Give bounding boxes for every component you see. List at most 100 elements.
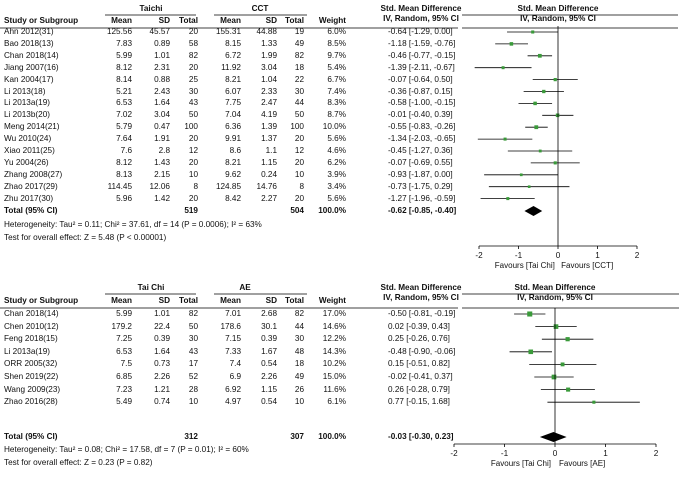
study-marker: [560, 362, 565, 367]
mean-2: 11.92: [221, 62, 241, 72]
sd-2: 1.39: [261, 122, 277, 132]
total-2: 10: [294, 397, 304, 407]
sd-2: 3.04: [261, 62, 277, 72]
group-name: CCT: [251, 4, 269, 13]
total-1: 12: [188, 146, 198, 155]
mean-1: 5.79: [116, 122, 132, 132]
effect-ci: 0.77 [-0.15, 1.68]: [388, 397, 450, 407]
mean-1: 7.64: [116, 134, 132, 144]
sd-1: 1.91: [154, 134, 170, 144]
weight: 6.2%: [327, 157, 346, 167]
mean-1: 6.53: [116, 98, 132, 108]
sd-1: 1.42: [154, 193, 170, 203]
study-name: Wang 2009(23): [4, 384, 61, 394]
effect-subheader: IV, Random, 95% CI: [383, 14, 459, 23]
favours-right-label: Favours [CCT]: [561, 261, 613, 270]
col-header-mean: Mean: [220, 296, 241, 305]
total-1: 10: [188, 397, 198, 407]
effect-ci: -0.45 [-1.27, 0.36]: [388, 146, 453, 155]
total-1: 20: [188, 134, 198, 144]
total-2: 18: [294, 62, 304, 72]
mean-1: 5.21: [116, 86, 132, 96]
effect-ci: -0.64 [-1.29, 0.00]: [388, 27, 453, 36]
col-header-sd: SD: [265, 16, 277, 25]
total-n2: 504: [290, 206, 304, 215]
plot-header: Std. Mean Difference: [517, 4, 599, 13]
x-axis-tick-label: 2: [635, 251, 640, 260]
mean-1: 7.25: [116, 334, 132, 344]
mean-1: 5.99: [116, 309, 132, 318]
study-name: Yu 2004(26): [4, 157, 49, 167]
mean-2: 124.85: [215, 181, 241, 191]
total-2: 20: [294, 157, 304, 167]
weight: 5.4%: [327, 62, 346, 72]
total-2: 18: [294, 359, 304, 369]
total-1: 25: [188, 74, 198, 84]
study-name: Wu 2010(24): [4, 134, 52, 144]
total-1: 8: [193, 181, 198, 191]
study-marker: [592, 400, 596, 404]
total-1: 28: [188, 384, 198, 394]
heterogeneity-text: Heterogeneity: Tau² = 0.11; Chi² = 37.61…: [4, 220, 262, 229]
x-axis-tick-label: 1: [603, 449, 608, 458]
study-marker: [503, 137, 507, 141]
total-1: 100: [184, 122, 198, 132]
mean-1: 6.85: [116, 372, 132, 381]
overall-effect-text: Test for overall effect: Z = 5.48 (P < 0…: [4, 233, 167, 242]
study-marker: [527, 185, 531, 189]
effect-ci: -1.27 [-1.96, -0.59]: [388, 193, 456, 203]
total-n1: 312: [184, 432, 198, 441]
sd-2: 30.1: [261, 321, 277, 331]
mean-2: 9.62: [225, 169, 241, 179]
mean-1: 8.12: [116, 157, 132, 167]
sd-1: 1.64: [154, 346, 170, 356]
total-1: 20: [188, 27, 198, 36]
total-2: 12: [294, 146, 304, 155]
total-2: 26: [294, 384, 304, 394]
favours-left-label: Favours [Tai Chi]: [491, 459, 551, 468]
study-name: Chen 2010(12): [4, 321, 59, 331]
weight: 11.6%: [323, 384, 346, 394]
total-1: 30: [188, 86, 198, 96]
study-marker: [506, 197, 510, 201]
weight: 14.3%: [322, 346, 346, 356]
col-header-weight: Weight: [318, 296, 346, 305]
sd-1: 12.06: [149, 181, 171, 191]
total-weight: 100.0%: [318, 432, 346, 441]
total-1: 20: [188, 62, 198, 72]
total-label: Total (95% CI): [4, 206, 58, 215]
pooled-diamond: [539, 432, 567, 442]
total-1: 82: [188, 50, 198, 60]
mean-2: 178.6: [220, 321, 242, 331]
effect-ci: -0.48 [-0.90, -0.06]: [388, 346, 456, 356]
mean-2: 8.21: [225, 74, 241, 84]
favours-right-label: Favours [AE]: [559, 459, 605, 468]
total-2: 82: [294, 309, 304, 318]
study-name: ORR 2005(32): [4, 359, 58, 369]
col-header-total: Total: [285, 16, 304, 25]
sd-1: 0.73: [154, 359, 170, 369]
total-2: 8: [299, 181, 304, 191]
sd-1: 1.01: [154, 309, 170, 318]
plot-header: Std. Mean Difference: [514, 283, 596, 292]
col-header-sd: SD: [265, 296, 277, 305]
study-marker: [538, 149, 542, 153]
total-2: 82: [294, 50, 304, 60]
study-name: Zhao 2016(28): [4, 397, 58, 407]
weight: 12.2%: [322, 334, 346, 344]
weight: 9.7%: [327, 50, 346, 60]
sd-1: 0.74: [154, 397, 170, 407]
sd-2: 44.88: [256, 27, 278, 36]
study-marker: [509, 42, 514, 46]
sd-2: 1.04: [261, 74, 277, 84]
sd-2: 1.15: [261, 157, 277, 167]
mean-1: 7.83: [116, 38, 132, 48]
study-name: Li 2013a(19): [4, 346, 50, 356]
study-name: Li 2013(18): [4, 86, 46, 96]
sd-2: 1.1: [265, 146, 277, 155]
study-marker: [501, 66, 505, 70]
effect-ci: 0.02 [-0.39, 0.43]: [388, 321, 450, 331]
sd-1: 0.89: [154, 38, 170, 48]
mean-1: 8.14: [116, 74, 132, 84]
